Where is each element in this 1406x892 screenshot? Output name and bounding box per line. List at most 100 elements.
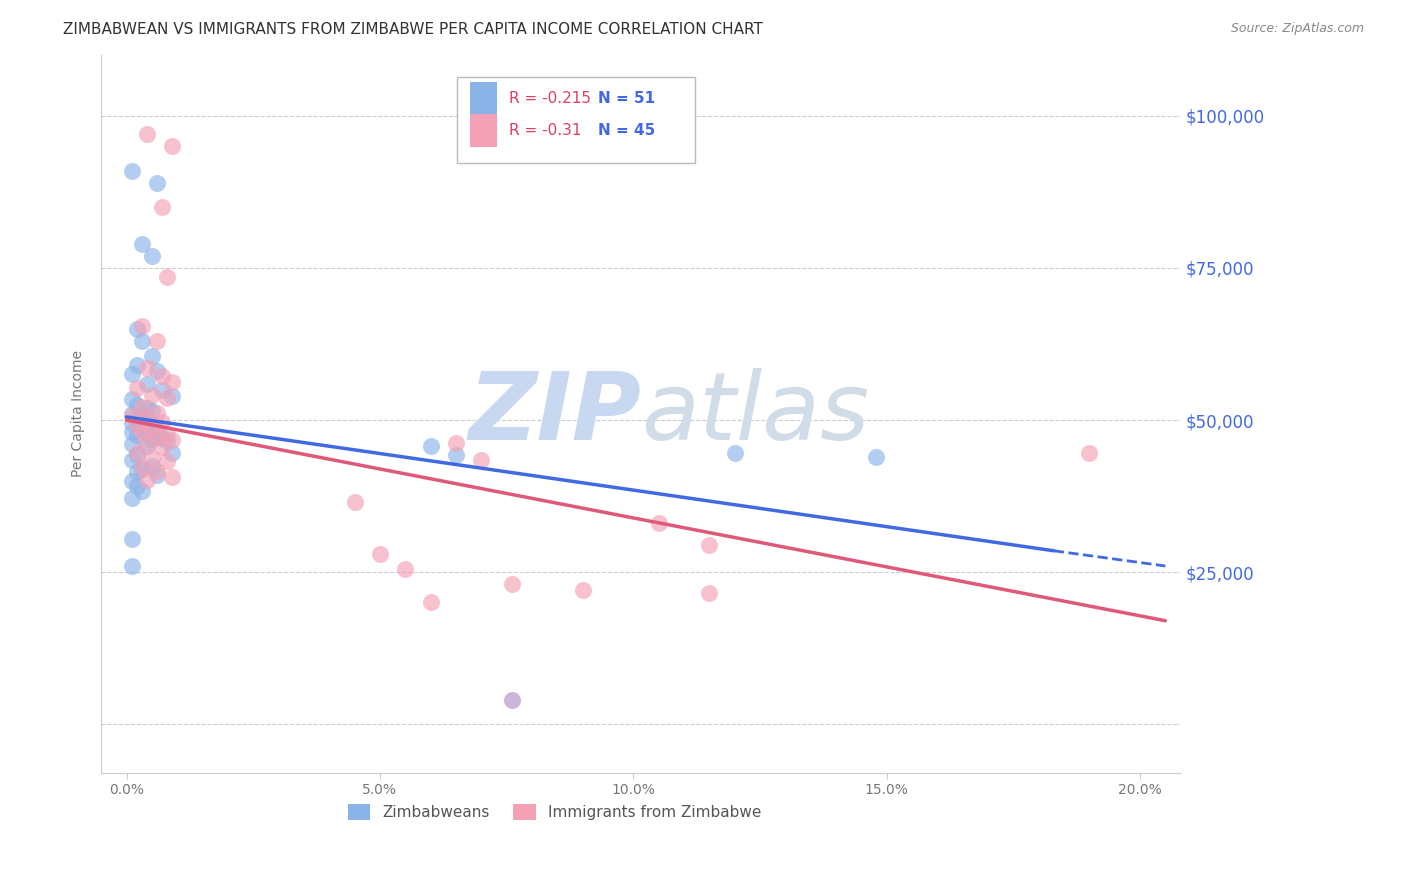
Point [125,446,148,460]
Point [125,448,148,462]
Point [125,359,148,373]
Point [141,450,163,465]
Point [156,391,179,405]
Point [156,270,179,285]
Point [131,425,153,439]
Point [135,376,157,391]
Point [125,418,148,433]
Text: N = 45: N = 45 [598,123,655,138]
Point [150,441,173,455]
Point [125,322,148,336]
Point [125,465,148,479]
Text: atlas: atlas [641,368,869,459]
Point [723,446,745,460]
FancyBboxPatch shape [471,82,498,114]
Point [150,369,173,384]
Point [125,381,148,395]
Point [141,349,163,363]
Point [160,446,183,460]
Point [141,404,163,418]
Point [121,436,143,450]
Point [121,425,143,439]
Point [419,595,441,609]
Point [135,361,157,376]
Point [135,426,157,441]
Point [121,392,143,406]
Legend: Zimbabweans, Immigrants from Zimbabwe: Zimbabweans, Immigrants from Zimbabwe [342,797,768,826]
Point [121,368,143,382]
Point [131,408,153,422]
Point [368,547,391,561]
Point [135,412,157,426]
Point [150,383,173,397]
Point [135,414,157,428]
Point [121,532,143,546]
Point [160,433,183,447]
Point [156,427,179,442]
Point [865,450,887,464]
Point [131,334,153,348]
Point [419,439,441,453]
Point [146,464,169,478]
Point [697,538,720,552]
Point [141,419,163,434]
Point [156,454,179,468]
Point [141,249,163,263]
Point [141,421,163,435]
Point [156,434,179,449]
Point [131,236,153,251]
Point [1078,446,1101,460]
Point [571,583,593,598]
Point [160,139,183,153]
Point [135,436,157,450]
Point [697,586,720,600]
Text: R = -0.31: R = -0.31 [509,123,582,138]
Point [121,452,143,467]
Point [501,692,523,706]
Point [131,421,153,435]
Point [141,388,163,402]
Point [125,479,148,493]
Point [131,401,153,415]
Point [146,430,169,444]
Point [135,401,157,415]
FancyBboxPatch shape [471,114,498,146]
Point [160,470,183,484]
Point [131,461,153,475]
Point [125,398,148,412]
Point [343,495,366,509]
Point [121,416,143,430]
Point [444,436,467,450]
Point [131,484,153,499]
Point [146,423,169,437]
Point [150,416,173,430]
Point [146,334,169,348]
Point [150,200,173,214]
FancyBboxPatch shape [457,77,695,162]
Point [150,431,173,445]
Point [146,364,169,378]
Point [444,448,467,462]
Point [121,163,143,178]
Y-axis label: Per Capita Income: Per Capita Income [72,351,86,477]
Point [141,433,163,447]
Point [131,318,153,333]
Point [141,458,163,473]
Text: R = -0.215: R = -0.215 [509,91,591,105]
Point [125,412,148,426]
Point [121,409,143,423]
Text: ZIP: ZIP [468,368,641,460]
Point [135,127,157,141]
Point [135,439,157,453]
Point [121,491,143,505]
Text: ZIMBABWEAN VS IMMIGRANTS FROM ZIMBABWE PER CAPITA INCOME CORRELATION CHART: ZIMBABWEAN VS IMMIGRANTS FROM ZIMBABWE P… [63,22,763,37]
Point [146,406,169,420]
Point [394,562,416,576]
Point [146,467,169,482]
Text: Source: ZipAtlas.com: Source: ZipAtlas.com [1230,22,1364,36]
Point [160,375,183,389]
Point [146,176,169,190]
Point [121,558,143,573]
Point [121,407,143,421]
Point [501,577,523,591]
